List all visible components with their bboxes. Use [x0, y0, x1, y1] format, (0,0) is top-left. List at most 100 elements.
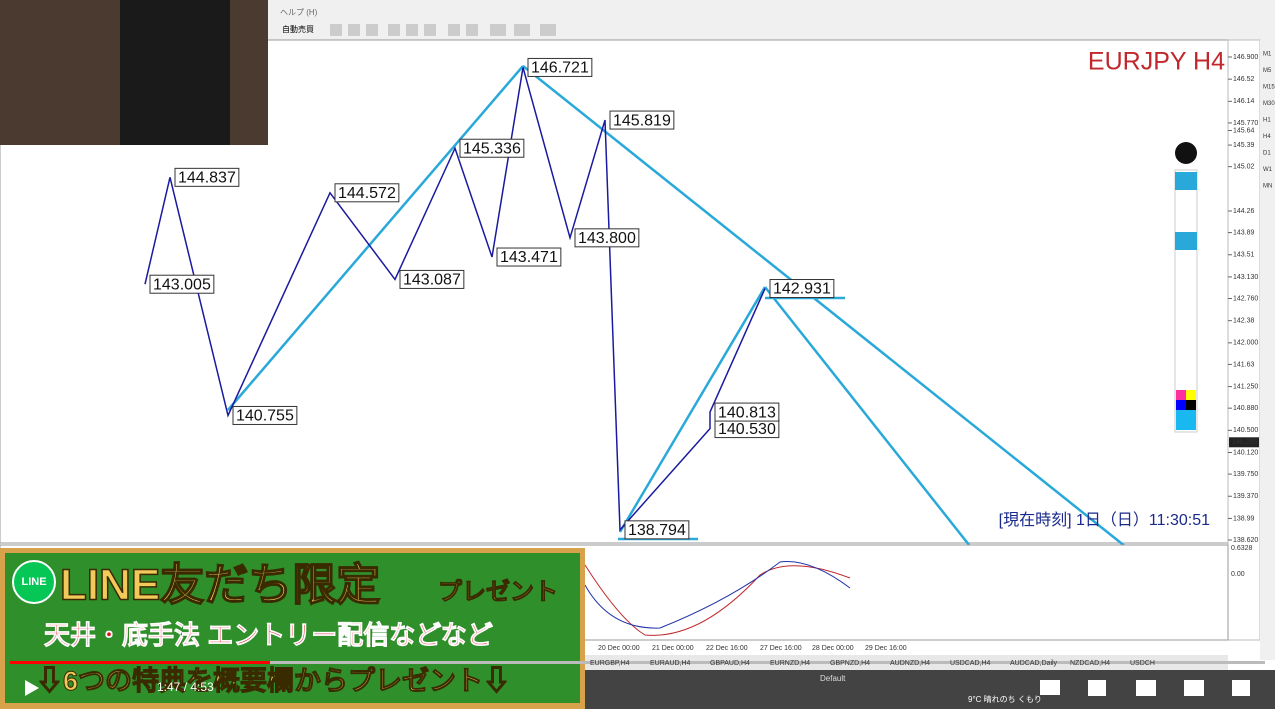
play-button[interactable]: [25, 680, 39, 696]
side-toolbar: [1260, 40, 1275, 660]
progress-track[interactable]: [10, 661, 1265, 664]
timeframe[interactable]: M5: [1263, 68, 1272, 74]
price-label: 140.530: [718, 421, 776, 438]
y-tick-label: 143.51: [1233, 252, 1255, 259]
timeframe[interactable]: H1: [1263, 118, 1271, 124]
banner: [5, 553, 580, 703]
current-price-box: [1229, 437, 1259, 448]
toolbar-icons: [330, 24, 556, 36]
drawing-palette: [1174, 142, 1198, 433]
price-label: 145.819: [613, 112, 671, 129]
x-tick-label: 28 Dec 00:00: [812, 645, 854, 652]
banner-line2: 天井・底手法 エントリー配信などなど: [44, 620, 493, 650]
y-tick-label: 142.760: [1233, 295, 1258, 302]
auto-trade-button[interactable]: 自動売買: [282, 24, 314, 34]
price-label-box: [714, 402, 780, 422]
y-tick-label: 145.02: [1233, 164, 1255, 171]
y-tick-label: 145.770: [1233, 120, 1258, 127]
x-tick-label: 27 Dec 16:00: [760, 645, 802, 652]
y-tick-label: 139.370: [1233, 493, 1258, 500]
taskbar-weather: 9°C 晴れのち くもり: [968, 694, 1042, 704]
clock: [現在時刻] 1日（日）11:30:51: [999, 511, 1210, 529]
price-label-box: [174, 167, 240, 187]
price-label-box: [609, 110, 675, 130]
oscillator-line: [584, 561, 851, 629]
y-tick-label: 143.89: [1233, 229, 1255, 236]
price-label: 146.721: [531, 60, 589, 77]
badge-text: LINE: [21, 576, 46, 588]
y-tick-label: 142.000: [1233, 340, 1258, 347]
timeframe[interactable]: D1: [1263, 151, 1271, 157]
oscillator-tick: 0.00: [1231, 571, 1245, 578]
symbol-tab[interactable]: EURGBP,H4: [590, 660, 630, 667]
x-tick-label: 20 Dec 00:00: [598, 645, 640, 652]
y-tick-label: 146.52: [1233, 76, 1255, 83]
webcam-person: [120, 0, 230, 145]
y-tick-label: 138.620: [1233, 537, 1258, 544]
price-label-box: [149, 274, 215, 294]
y-tick-label: 146.900: [1233, 54, 1258, 61]
x-tick-label: 29 Dec 16:00: [865, 645, 907, 652]
price-label-box: [399, 269, 465, 289]
player-controls[interactable]: [1040, 680, 1250, 696]
progress: [10, 661, 270, 664]
banner-line3: ⇩6つの特典を概要欄からプレゼント⇩: [36, 666, 510, 696]
y-tick-label: 141.63: [1233, 361, 1255, 368]
y-tick-label: 146.14: [1233, 98, 1255, 105]
x-tick-label: 21 Dec 00:00: [652, 645, 694, 652]
symbol-tab[interactable]: GBPNZD,H4: [830, 660, 870, 667]
price-label-box: [769, 279, 835, 299]
symbol-tab[interactable]: GBPAUD,H4: [710, 660, 750, 667]
price-label: 144.572: [338, 185, 396, 202]
current-price: 140.295: [1232, 439, 1257, 446]
symbol-tab[interactable]: AUDCAD,Daily: [1010, 660, 1058, 667]
y-tick-label: 140.500: [1233, 427, 1258, 434]
price-label: 140.755: [236, 408, 294, 425]
price-label: 140.813: [718, 404, 776, 421]
price-label-box: [232, 405, 298, 425]
timeframe[interactable]: MN: [1263, 184, 1272, 190]
y-tick-label: 145.39: [1233, 142, 1255, 149]
menu-help[interactable]: ヘルプ (H): [280, 8, 318, 17]
price-label: 143.471: [500, 249, 558, 266]
price-label: 143.800: [578, 230, 636, 247]
y-tick-label: 142.38: [1233, 318, 1255, 325]
price-label-box: [624, 520, 690, 540]
y-tick-label: 138.99: [1233, 515, 1255, 522]
price-label: 144.837: [178, 170, 236, 187]
price-label: 138.794: [628, 522, 686, 539]
price-label-box: [574, 228, 640, 248]
symbol-tab[interactable]: NZDCAD,H4: [1070, 660, 1110, 667]
timeframe[interactable]: M1: [1263, 52, 1272, 58]
banner-headline: LINE友だち限定: [60, 561, 380, 610]
oscillator-line: [584, 564, 851, 636]
symbol-tab[interactable]: EURNZD,H4: [770, 660, 810, 667]
y-tick-label: 144.26: [1233, 208, 1255, 215]
timeframe[interactable]: M15: [1263, 85, 1275, 91]
y-tick-label: 141.250: [1233, 383, 1258, 390]
y-tick-label: 143.130: [1233, 274, 1258, 281]
y-tick-label: 139.750: [1233, 471, 1258, 478]
timeframe[interactable]: M30: [1263, 101, 1275, 107]
video-time: 1:47 / 4:53: [157, 680, 214, 694]
timeframe[interactable]: H4: [1263, 134, 1271, 140]
price-path: [144, 67, 766, 532]
price-label-box: [527, 57, 593, 77]
price-label: 143.005: [153, 276, 211, 293]
y-tick-label: 140.120: [1233, 449, 1258, 456]
x-tick-label: 22 Dec 16:00: [706, 645, 748, 652]
symbol-tab[interactable]: USDCH: [1130, 660, 1155, 667]
price-label: 142.931: [773, 281, 831, 298]
y-tick-label: 140.880: [1233, 405, 1258, 412]
symbol-tab[interactable]: AUDNZD,H4: [890, 660, 930, 667]
price-label-box: [334, 183, 400, 203]
symbol-tab[interactable]: EURAUD,H4: [650, 660, 691, 667]
symbol-tab[interactable]: USDCAD,H4: [950, 660, 991, 667]
timeframe[interactable]: W1: [1263, 167, 1273, 173]
line-badge: [12, 560, 56, 604]
oscillator-tick: 0.6328: [1231, 545, 1253, 552]
banner-present: プレゼント: [438, 578, 558, 605]
price-label-box: [459, 138, 525, 158]
